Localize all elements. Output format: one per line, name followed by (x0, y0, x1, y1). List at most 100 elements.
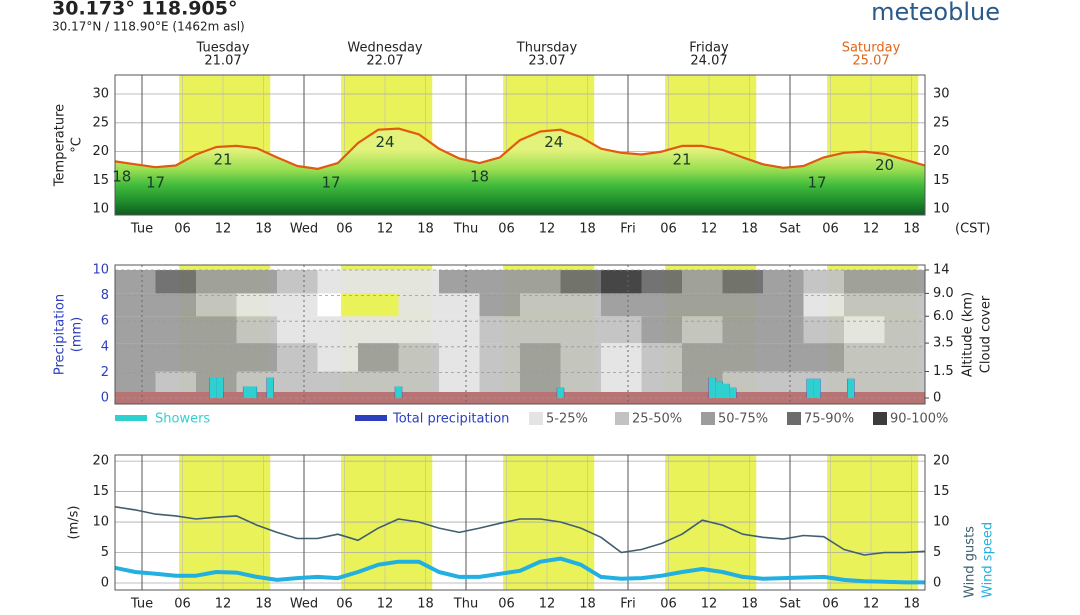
cloud-legend-swatch (787, 412, 801, 425)
y-tick-label: 30 (92, 87, 109, 102)
y2-tick-label: 6.0 (933, 309, 954, 324)
x-tick-label: 18 (579, 222, 596, 237)
cloud-legend-swatch (873, 412, 887, 425)
y-tick-label-right: 10 (933, 202, 950, 217)
cloud-cell (358, 316, 399, 344)
precip-bar (715, 381, 723, 398)
cloud-cell (520, 343, 561, 372)
x-tick-label: 12 (539, 597, 556, 612)
cloud-cell (641, 343, 682, 372)
cloud-cell (722, 270, 763, 294)
cloud-cell (884, 270, 925, 294)
cloud-cell (722, 316, 763, 344)
cloud-cell (277, 316, 318, 344)
y-tick-label: 25 (92, 115, 109, 130)
x-tick-label: Tue (130, 597, 153, 612)
precip-bar (557, 387, 564, 398)
cloud-cell (317, 343, 358, 372)
legend-swatch (355, 415, 387, 421)
cloud-cell (236, 316, 277, 344)
x-tick-label: 06 (336, 222, 353, 237)
y-tick-label-right: 15 (933, 484, 950, 499)
y-tick-label: 15 (92, 173, 109, 188)
y-tick-label: 2 (101, 365, 109, 380)
cloud-legend-swatch (529, 412, 543, 425)
x-tick-label: Wed (290, 597, 318, 612)
cloud-cell (155, 270, 196, 294)
precip-bar (266, 377, 274, 398)
x-tick-label: Sat (779, 597, 800, 612)
day-date: 24.07 (690, 54, 727, 69)
precip-bar (216, 377, 223, 398)
y-tick-label: 5 (101, 545, 109, 560)
extreme-label: 18 (112, 168, 131, 186)
cloud-cell (560, 293, 601, 317)
cloud-cell (722, 343, 763, 372)
cloud-cell (520, 270, 561, 294)
cloud-cell (682, 293, 723, 317)
legend-label: Wind gusts (963, 526, 978, 598)
cloud-cell (641, 316, 682, 344)
series-line (114, 556, 925, 585)
x-tick-label: 18 (903, 222, 920, 237)
cloud-cell (763, 293, 804, 317)
day-name: Friday (689, 41, 729, 56)
y2-tick-label: 9.0 (933, 286, 954, 301)
series-line (114, 506, 926, 556)
y-tick-label-right: 30 (933, 87, 950, 102)
cloud-cell (277, 270, 318, 294)
x-tick-label: 18 (579, 597, 596, 612)
extreme-label: 17 (146, 173, 165, 191)
x-tick-label: 06 (174, 597, 191, 612)
y-tick-label-right: 20 (933, 144, 950, 159)
x-tick-label: 18 (255, 597, 272, 612)
cloud-cell (236, 293, 277, 317)
x-tick-label: Wed (290, 222, 318, 237)
cloud-cell (236, 343, 277, 372)
precip-bar (729, 387, 736, 398)
precip-bar (813, 378, 821, 398)
extreme-label: 20 (875, 156, 894, 174)
cloud-cell (196, 293, 237, 317)
precip-bar (806, 378, 814, 398)
plot-frame (114, 264, 926, 405)
day-date: 25.07 (852, 54, 889, 69)
x-tick-label: Tue (130, 222, 153, 237)
cloud-cell (844, 270, 885, 294)
cloud-cell (277, 343, 318, 372)
cloud-cell (479, 293, 520, 317)
cloud-cell (601, 316, 642, 344)
cloud-cell (682, 270, 723, 294)
y-tick-label-right: 20 (933, 454, 950, 469)
cloud-cell (479, 270, 520, 294)
x-tick-label: 12 (377, 222, 394, 237)
cloud-legend-swatch (701, 412, 715, 425)
cloud-cell (115, 270, 156, 294)
y2-tick-label: 1.5 (933, 364, 954, 379)
precip-bar (847, 378, 855, 398)
cloud-cell (439, 316, 480, 344)
precip-bar (709, 377, 716, 398)
daylight-band (179, 455, 271, 590)
y-tick-label: 20 (92, 144, 109, 159)
cloud-cell (560, 316, 601, 344)
cloud-cell (439, 270, 480, 294)
extreme-label: 18 (470, 168, 489, 186)
watermark: 大数跨境 (12, 585, 72, 603)
cloud-cell (196, 316, 237, 344)
cloud-cell (358, 270, 399, 294)
cloud-legend-swatch (615, 412, 629, 425)
y-tick-label: 10 (92, 515, 109, 530)
extreme-label: 17 (321, 173, 340, 191)
x-tick-label: Thu (453, 597, 478, 612)
legend-label: Showers (155, 412, 210, 427)
precip-bar (722, 383, 730, 398)
day-name: Thursday (516, 41, 578, 56)
extreme-label: 24 (375, 133, 394, 151)
y-tick-label: 15 (92, 484, 109, 499)
y2-axis-label: Altitude (km) (961, 292, 976, 377)
cloud-cell (115, 293, 156, 317)
cloud-cell (722, 293, 763, 317)
cloud-cell (884, 316, 925, 344)
y-axis-unit: (mm) (70, 317, 85, 352)
